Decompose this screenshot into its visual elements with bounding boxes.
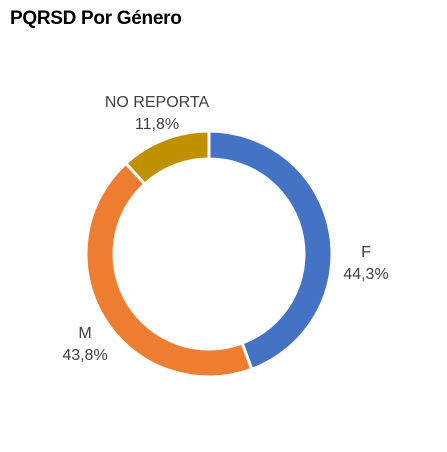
category-label-no-reporta: NO REPORTA [105,94,210,111]
slice-m [84,161,254,379]
category-label-f: F [361,244,371,261]
slice-f [207,129,334,372]
slice-no-reporta [123,129,211,187]
value-label-no-reporta: 11,8% [135,116,179,133]
chart-title: PQRSD Por Género [10,8,182,29]
value-label-m: 43,8% [62,347,107,364]
category-label-m: M [78,325,91,342]
value-label-f: 44,3% [343,266,388,283]
